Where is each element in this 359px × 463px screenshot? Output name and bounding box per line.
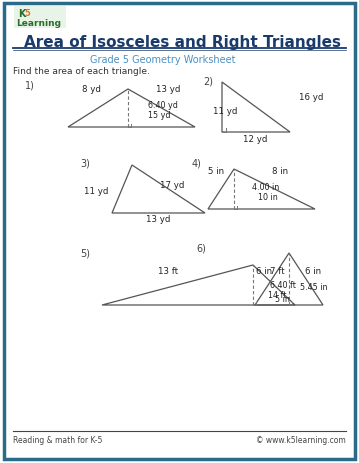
Text: 14 ft: 14 ft [268, 291, 286, 300]
Text: 7 ft: 7 ft [270, 267, 284, 276]
Text: 15 yd: 15 yd [148, 110, 171, 119]
Text: 5): 5) [80, 249, 90, 258]
Text: 16 yd: 16 yd [299, 94, 323, 102]
Text: 11 yd: 11 yd [213, 106, 237, 115]
Text: Reading & math for K-5: Reading & math for K-5 [13, 436, 102, 444]
Text: 6): 6) [196, 244, 206, 253]
Text: 8 in: 8 in [272, 167, 288, 176]
Text: Grade 5 Geometry Worksheet: Grade 5 Geometry Worksheet [90, 55, 236, 65]
Text: Learning: Learning [16, 19, 61, 27]
Text: © www.k5learning.com: © www.k5learning.com [256, 436, 346, 444]
Text: 5 in: 5 in [275, 295, 289, 304]
Text: 12 yd: 12 yd [243, 134, 267, 143]
Text: 3): 3) [80, 159, 90, 169]
Text: 6 in: 6 in [305, 267, 321, 276]
Text: 5.45 in: 5.45 in [300, 283, 327, 292]
Text: 13 ft: 13 ft [158, 267, 178, 276]
Text: 5 in: 5 in [208, 167, 224, 176]
Text: 6 in: 6 in [256, 267, 272, 276]
Text: 8 yd: 8 yd [81, 85, 101, 94]
Text: 1): 1) [25, 81, 35, 91]
Text: Area of Isosceles and Right Triangles: Area of Isosceles and Right Triangles [23, 34, 340, 50]
Text: 10 in: 10 in [258, 193, 278, 202]
Text: 6.40 yd: 6.40 yd [148, 101, 178, 110]
Text: 5: 5 [24, 9, 30, 19]
Text: 2): 2) [203, 77, 213, 87]
Text: 13 yd: 13 yd [156, 85, 180, 94]
Text: 13 yd: 13 yd [146, 215, 170, 224]
Text: Find the area of each triangle.: Find the area of each triangle. [13, 66, 150, 75]
Text: 11 yd: 11 yd [84, 187, 108, 196]
Text: 6.40 ft: 6.40 ft [270, 281, 296, 290]
Text: 17 yd: 17 yd [160, 181, 184, 190]
Text: 4.00 in: 4.00 in [252, 183, 279, 192]
Bar [14, 7, 66, 29]
Text: K: K [18, 9, 25, 19]
Text: 4): 4) [192, 159, 202, 169]
